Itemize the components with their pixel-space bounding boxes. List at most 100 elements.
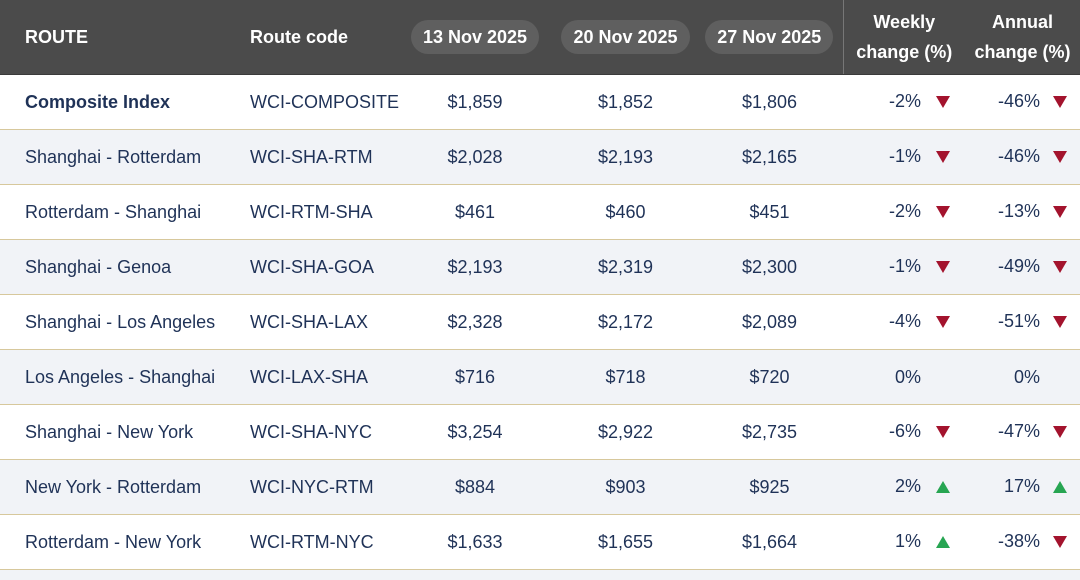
cell: $2,319 xyxy=(555,239,696,295)
cell: $2,735 xyxy=(696,404,843,460)
change-value: -38% xyxy=(997,531,1040,552)
cell: $2,089 xyxy=(696,294,843,350)
header-cell: Weekly change (%) xyxy=(842,0,965,75)
table-row: New York - Rotterdam WCI-NYC-RTM $884 $903 $… xyxy=(0,459,1080,515)
header-cell: Annual change (%) xyxy=(965,0,1080,75)
header-cell: ROUTE xyxy=(0,0,235,75)
change-cell: -6% xyxy=(843,404,965,460)
cell: $1,852 xyxy=(555,74,696,130)
cell: $1,633 xyxy=(395,514,555,570)
cell: $2,172 xyxy=(555,294,696,350)
table-row: Shanghai - Rotterdam WCI-SHA-RTM $2,028 $2,… xyxy=(0,129,1080,185)
up-arrow xyxy=(1053,480,1067,493)
change-cell: -46% xyxy=(965,74,1080,130)
header-cell: Route code xyxy=(235,0,395,75)
cell: $925 xyxy=(696,459,843,515)
change-value: -13% xyxy=(997,201,1040,222)
cell: $451 xyxy=(696,184,843,240)
cell: WCI-RTM-NYC xyxy=(235,514,395,570)
change-value: 17% xyxy=(1003,476,1040,497)
cell: $716 xyxy=(395,349,555,405)
cell: Rotterdam - Shanghai xyxy=(0,184,235,240)
cell: Composite Index xyxy=(0,74,235,130)
down-arrow xyxy=(936,95,950,108)
cell: $1,859 xyxy=(395,74,555,130)
change-cell: -47% xyxy=(965,404,1080,460)
change-cell: -4% xyxy=(843,294,965,350)
change-cell: 17% xyxy=(965,459,1080,515)
up-arrow xyxy=(936,535,950,548)
cell: $718 xyxy=(555,349,696,405)
cell: $2,922 xyxy=(555,404,696,460)
down-arrow xyxy=(1053,260,1067,273)
cell: $2,328 xyxy=(395,294,555,350)
change-cell: -38% xyxy=(965,514,1080,570)
cell: WCI-SHA-GOA xyxy=(235,239,395,295)
change-cell: 0% xyxy=(843,349,965,405)
table-row: Rotterdam - New York WCI-RTM-NYC $1,633 $1,… xyxy=(0,514,1080,570)
cell: New York - Rotterdam xyxy=(0,459,235,515)
change-cell: -1% xyxy=(843,239,965,295)
header-row: ROUTE Route code 13 Nov 2025 20 Nov 2025… xyxy=(0,0,1080,75)
cell: WCI-COMPOSITE xyxy=(235,74,399,130)
cell: $884 xyxy=(395,459,555,515)
table-row: Shanghai - Genoa WCI-SHA-GOA $2,193 $2,319 $… xyxy=(0,239,1080,295)
down-arrow xyxy=(936,425,950,438)
cell: Shanghai - Rotterdam xyxy=(0,129,235,185)
cell: $2,028 xyxy=(395,129,555,185)
down-arrow xyxy=(1053,150,1067,163)
change-cell: -13% xyxy=(965,184,1080,240)
cell: $1,655 xyxy=(555,514,696,570)
change-cell: -51% xyxy=(965,294,1080,350)
change-cell: -2% xyxy=(843,74,965,130)
down-arrow xyxy=(936,260,950,273)
cell: $2,165 xyxy=(696,129,843,185)
change-cell: 1% xyxy=(843,514,965,570)
cell: $460 xyxy=(555,184,696,240)
header-cell: 27 Nov 2025 xyxy=(696,0,843,75)
cell: Shanghai - Los Angeles xyxy=(0,294,235,350)
cell: $2,300 xyxy=(696,239,843,295)
change-value: 0% xyxy=(894,366,921,387)
date-pill: 13 Nov 2025 xyxy=(410,20,540,54)
table-row: Shanghai - New York WCI-SHA-NYC $3,254 $2,9… xyxy=(0,404,1080,460)
cell: Shanghai - Genoa xyxy=(0,239,235,295)
change-value: -6% xyxy=(888,421,921,442)
table-row: Los Angeles - Shanghai WCI-LAX-SHA $716 $71… xyxy=(0,349,1080,405)
change-value: -4% xyxy=(888,311,921,332)
cell: $720 xyxy=(696,349,843,405)
down-arrow xyxy=(936,315,950,328)
cell: $2,193 xyxy=(555,129,696,185)
change-value: -47% xyxy=(997,421,1040,442)
cell: Los Angeles - Shanghai xyxy=(0,349,235,405)
cell: $2,193 xyxy=(395,239,555,295)
change-value: -46% xyxy=(997,91,1040,112)
down-arrow xyxy=(936,205,950,218)
change-value: 0% xyxy=(1013,366,1040,387)
cell: WCI-LAX-SHA xyxy=(235,349,395,405)
down-arrow xyxy=(1053,425,1067,438)
cell: WCI-RTM-SHA xyxy=(235,184,395,240)
change-value: -51% xyxy=(997,311,1040,332)
up-arrow xyxy=(936,480,950,493)
table-row: Rotterdam - Shanghai WCI-RTM-SHA $461 $460 $… xyxy=(0,184,1080,240)
date-pill: 20 Nov 2025 xyxy=(561,20,690,54)
cell: WCI-SHA-RTM xyxy=(235,129,395,185)
change-value: 2% xyxy=(894,476,921,497)
change-cell: -1% xyxy=(843,129,965,185)
cell: WCI-SHA-LAX xyxy=(235,294,395,350)
header-cell: 20 Nov 2025 xyxy=(555,0,696,75)
down-arrow xyxy=(1053,205,1067,218)
cell: $1,806 xyxy=(696,74,843,130)
change-value: -2% xyxy=(888,91,921,112)
cell: WCI-NYC-RTM xyxy=(235,459,395,515)
down-arrow xyxy=(1053,535,1067,548)
change-value: -49% xyxy=(997,256,1040,277)
cell: WCI-SHA-NYC xyxy=(235,404,395,460)
cell: Shanghai - New York xyxy=(0,404,235,460)
change-value: -1% xyxy=(888,146,921,167)
table-row: Composite Index WCI-COMPOSITE $1,859 $1,852… xyxy=(0,74,1080,130)
down-arrow xyxy=(936,150,950,163)
